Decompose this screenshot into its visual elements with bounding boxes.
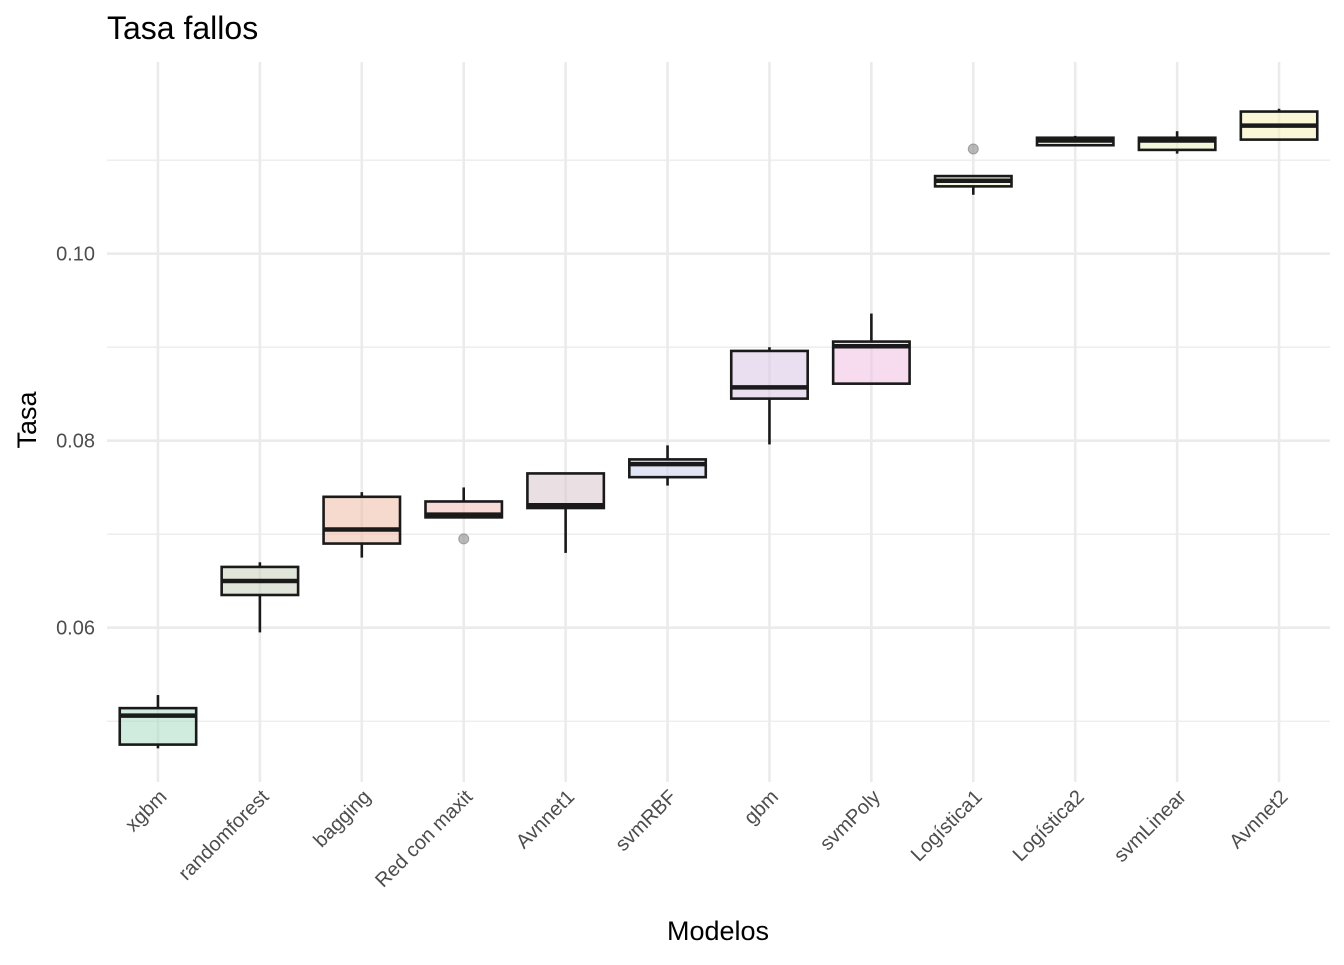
- box-4: [424, 487, 504, 545]
- box-7: [729, 347, 809, 445]
- x-tick-label: Logística2: [1009, 786, 1089, 866]
- x-tick-label: xgbm: [121, 786, 171, 836]
- box-1: [118, 695, 198, 749]
- y-tick-label: 0.10: [56, 244, 95, 266]
- box-12: [1239, 108, 1319, 141]
- x-tick-label: gbm: [740, 786, 783, 829]
- x-tick-label: randomforest: [175, 786, 274, 885]
- box-body: [526, 472, 606, 510]
- y-tick-labels: 0.06 0.08 0.10: [56, 244, 95, 640]
- y-axis-title: Tasa: [12, 391, 42, 449]
- y-tick-label: 0.08: [56, 431, 95, 453]
- box-body: [729, 349, 809, 400]
- box-2: [220, 562, 300, 633]
- box-6: [628, 445, 708, 486]
- grid-layer: [107, 62, 1330, 782]
- box-8: [831, 313, 911, 385]
- box-9: [933, 143, 1013, 195]
- outlier-point: [458, 533, 470, 545]
- box-10: [1035, 135, 1115, 147]
- outlier-point: [967, 143, 979, 155]
- x-tick-label: Avnnet2: [1225, 786, 1292, 853]
- x-tick-label: Red con maxit: [371, 786, 477, 892]
- y-tick-label: 0.06: [56, 618, 95, 640]
- box-body: [831, 340, 911, 385]
- x-tick-label: svmRBF: [611, 786, 681, 856]
- boxes-layer: [118, 108, 1319, 749]
- chart-title: Tasa fallos: [107, 10, 258, 46]
- x-tick-label: svmPoly: [816, 786, 885, 855]
- box-5: [526, 472, 606, 553]
- box-11: [1137, 131, 1217, 154]
- x-tick-label: Avnnet1: [512, 786, 579, 853]
- x-tick-label: svmLinear: [1110, 786, 1191, 867]
- box-body: [322, 495, 402, 545]
- x-tick-label: Logística1: [907, 786, 987, 866]
- x-tick-label: bagging: [309, 786, 375, 852]
- x-axis-title: Modelos: [667, 916, 769, 946]
- box-3: [322, 492, 402, 558]
